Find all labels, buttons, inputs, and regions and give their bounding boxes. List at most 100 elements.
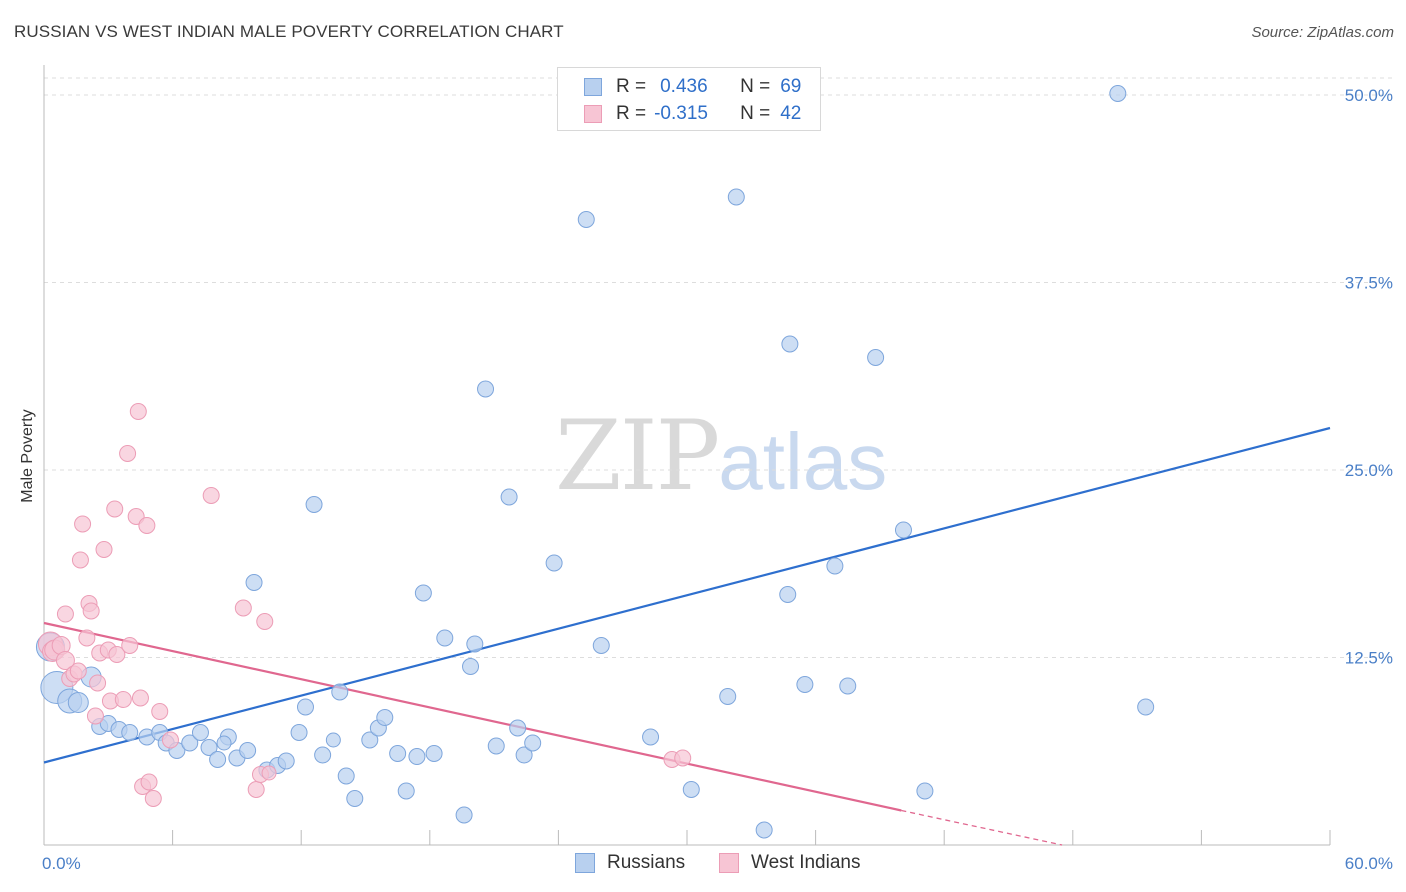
west-indian-point: [71, 551, 89, 569]
west-indian-point: [674, 749, 692, 767]
russian-point: [642, 728, 660, 746]
n-label: N =: [740, 103, 771, 124]
russian-point: [826, 557, 844, 575]
r-value: -0.315: [654, 103, 708, 124]
russian-point: [755, 821, 773, 839]
data-points: [35, 85, 1155, 839]
west-indian-point: [114, 691, 132, 708]
west-indian-point: [74, 515, 92, 533]
russian-point: [779, 586, 797, 603]
west-indian-point: [95, 541, 113, 558]
y-tick-label: 37.5%: [1345, 274, 1393, 293]
west-indian-point: [234, 599, 252, 617]
west-indian-point: [151, 703, 169, 720]
n-label: N =: [740, 76, 771, 97]
russian-point: [867, 349, 885, 366]
y-tick-label: 12.5%: [1345, 649, 1393, 668]
russian-point: [389, 745, 407, 762]
west-indian-point: [131, 689, 149, 707]
west-indians-legend-label: West Indians: [751, 852, 861, 873]
russian-point: [592, 637, 610, 654]
west-indian-point: [119, 445, 137, 462]
russians-legend-swatch: [575, 853, 595, 873]
west-indian-point: [82, 602, 100, 620]
x-tick-label: 60.0%: [1345, 854, 1393, 873]
russian-point: [796, 676, 814, 693]
russian-point: [466, 635, 484, 653]
west-indian-point: [247, 781, 265, 798]
west-indian-point: [261, 765, 277, 781]
russian-point: [239, 742, 257, 759]
west-indian-point: [55, 651, 75, 670]
west-indians-trend-line: [43, 621, 902, 812]
russian-point: [67, 692, 89, 713]
russian-point: [376, 709, 394, 726]
russian-point: [487, 737, 505, 755]
russian-point: [397, 782, 415, 800]
russian-point: [781, 335, 799, 353]
legend-item-russians[interactable]: Russians: [575, 852, 685, 874]
correlation-legend: R = 0.436 N = 69 R = -0.315 N = 42: [557, 67, 821, 131]
russian-point: [682, 781, 700, 798]
russian-point: [245, 574, 263, 591]
west-indians-swatch: [584, 105, 602, 123]
russian-point: [296, 698, 314, 716]
russian-point: [191, 724, 209, 741]
west-indian-point: [138, 517, 156, 534]
russian-point: [719, 688, 737, 705]
west-indian-point: [69, 662, 87, 680]
r-label: R =: [616, 103, 647, 124]
west-indian-point: [161, 731, 179, 749]
russian-point: [524, 734, 542, 752]
n-value: 69: [780, 76, 802, 97]
y-tick-label: 25.0%: [1345, 461, 1393, 480]
west-indian-point: [86, 707, 104, 725]
russians-legend-label: Russians: [607, 852, 686, 873]
watermark: ZIPatlas: [555, 400, 887, 512]
west-indian-point: [129, 403, 147, 420]
russian-point: [500, 488, 518, 506]
r-value: 0.436: [660, 76, 708, 97]
y-tick-label: 50.0%: [1345, 86, 1393, 105]
russian-point: [314, 746, 332, 764]
legend-row-west-indians: R = -0.315 N = 42: [584, 101, 801, 127]
legend-item-west-indians[interactable]: West Indians: [719, 852, 860, 874]
west-indian-point: [78, 629, 96, 647]
n-value: 42: [780, 103, 802, 124]
west-indians-trend-extension: [901, 809, 1063, 846]
russian-point: [277, 752, 295, 770]
west-indian-point: [56, 605, 74, 623]
russian-point: [894, 521, 912, 539]
x-tick-label: 0.0%: [42, 854, 81, 873]
grid-lines: [44, 77, 1392, 658]
russian-point: [515, 746, 533, 764]
russian-point: [408, 748, 426, 765]
russian-point: [509, 719, 527, 737]
watermark-atlas: atlas: [718, 417, 888, 506]
russian-point: [361, 731, 379, 749]
west-indian-point: [202, 487, 220, 504]
russian-point: [1109, 85, 1127, 102]
russian-point: [325, 732, 341, 748]
west-indian-point: [140, 773, 158, 791]
west-indian-point: [106, 500, 124, 518]
russian-point: [414, 584, 432, 602]
russian-point: [337, 767, 355, 785]
west-indian-point: [256, 613, 274, 630]
west-indian-point: [144, 790, 162, 807]
russian-point: [916, 782, 934, 800]
russian-point: [436, 629, 454, 647]
axes: [43, 65, 1331, 846]
r-label: R =: [616, 76, 647, 97]
watermark-zip: ZIP: [555, 400, 720, 512]
west-indians-points: [37, 403, 692, 807]
russian-point: [577, 211, 595, 228]
russian-point: [1137, 698, 1155, 716]
russian-point: [181, 734, 199, 752]
russian-point: [477, 380, 495, 398]
chart-title: RUSSIAN VS WEST INDIAN MALE POVERTY CORR…: [14, 22, 564, 41]
russian-point: [209, 751, 227, 768]
russian-point: [346, 790, 364, 807]
russian-point: [839, 677, 857, 695]
